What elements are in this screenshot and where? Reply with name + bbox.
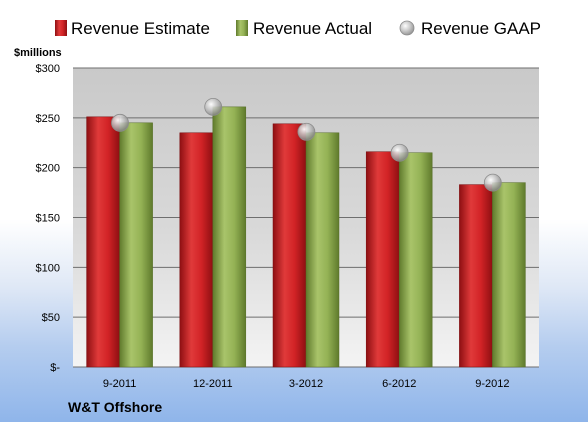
bar-revenue-actual [119,122,153,368]
bar-revenue-actual [212,106,247,368]
bars [86,106,526,368]
marker-revenue-gaap [390,143,409,162]
bar-revenue-actual [398,152,433,368]
legend-marker-revenue-gaap [399,20,415,36]
y-axis-unit-label: $millions [14,47,62,59]
x-tick-label: 12-2011 [193,378,233,390]
legend-label-revenue-estimate: Revenue Estimate [71,19,210,38]
y-tick-label: $150 [36,213,60,225]
x-tick-label: 9-2011 [103,378,136,390]
marker-revenue-gaap [111,113,129,132]
bar-revenue-estimate [86,116,120,368]
x-tick-label: 3-2012 [289,378,323,390]
y-tick-label: $- [50,362,60,374]
y-tick-label: $100 [36,262,60,274]
legend-swatch-revenue-estimate [55,20,67,36]
y-tick-label: $300 [36,63,60,75]
y-tick-label: $50 [42,312,60,324]
bar-revenue-actual [305,132,340,368]
company-name: W&T Offshore [68,399,162,415]
y-tick-label: $200 [36,163,60,175]
bar-revenue-estimate [272,123,307,368]
gaap-markers [111,97,502,192]
marker-revenue-gaap [297,122,316,141]
marker-revenue-gaap [204,97,223,116]
bar-revenue-estimate [459,184,493,368]
x-tick-label: 6-2012 [382,378,416,390]
bar-revenue-estimate [179,132,214,368]
legend-label-revenue-actual: Revenue Actual [253,19,372,38]
bar-revenue-estimate [365,151,400,368]
x-tick-label: 9-2012 [475,378,509,390]
y-tick-label: $250 [36,113,60,125]
legend: Revenue Estimate Revenue Actual Revenue … [55,19,541,38]
legend-label-revenue-gaap: Revenue GAAP [421,19,541,38]
legend-swatch-revenue-actual [236,20,248,36]
bar-revenue-actual [492,182,526,368]
y-axis-ticks: $- $50 $100 $150 $200 $250 $300 [36,63,61,374]
marker-revenue-gaap [483,173,502,192]
x-axis-ticks: 9-2011 12-2011 3-2012 6-2012 9-2012 [103,378,510,390]
